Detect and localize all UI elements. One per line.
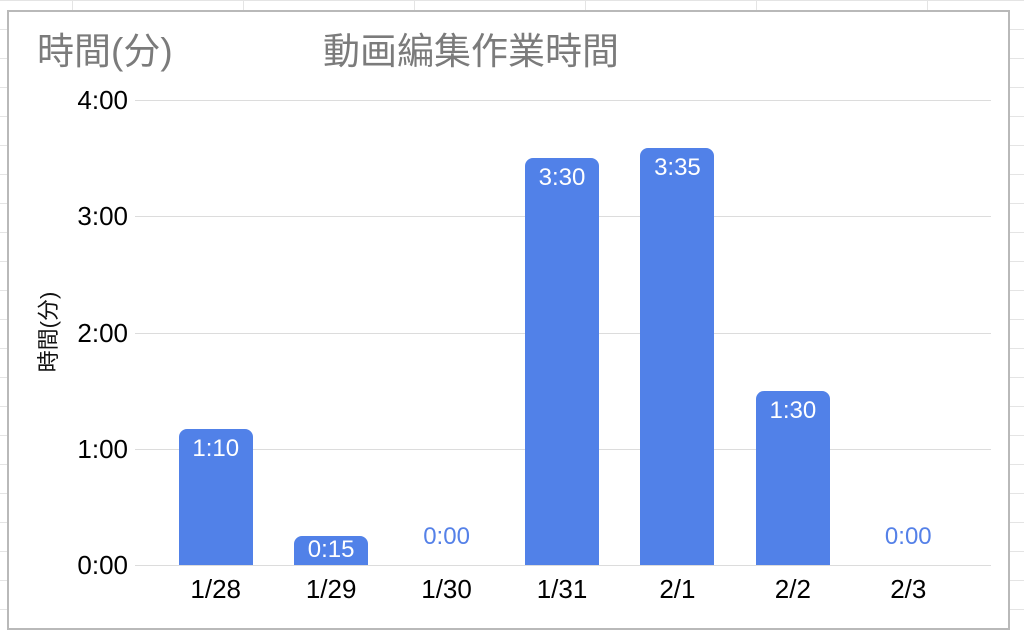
x-tick-label: 1/28 [190,574,241,604]
y-tick-label: 4:00 [77,85,128,115]
bar-value-label: 0:15 [307,536,355,564]
x-tick-label: 1/30 [421,574,472,604]
x-tick-label: 2/1 [659,574,696,604]
bar-value-label: 0:00 [884,523,932,550]
x-tick-label: 2/2 [774,574,811,604]
gridline [135,565,991,566]
bar-1/29[interactable] [294,535,369,565]
bar-value-label: 1:10 [192,435,240,463]
chart-title: 動画編集作業時間 [323,31,619,72]
bar-1/31[interactable] [525,158,599,565]
bar-value-label: 3:30 [538,164,586,192]
bar-2/2[interactable] [755,390,830,565]
bar-value-label: 3:35 [654,154,701,182]
chart-container[interactable]: 時間(分) 動画編集作業時間 時間(分) 4:00 3:00 2:00 1:00 0:0… [7,10,1010,630]
x-tick-label: 1/31 [536,574,588,604]
x-tick-label: 1/29 [305,574,357,604]
gridline [135,100,991,101]
y-tick-label: 2:00 [77,317,128,348]
y-tick-label: 0:00 [77,550,128,580]
y-tick-label: 3:00 [77,201,128,232]
bar-value-label: 0:00 [423,523,470,550]
x-tick-label: 2/3 [890,574,927,604]
y-axis-title-top-left: 時間(分) [37,31,173,72]
bar-value-label: 1:30 [769,396,817,424]
bar-1/28[interactable] [178,429,253,565]
bar-2/1[interactable] [640,148,715,565]
y-tick-label: 1:00 [77,433,128,464]
